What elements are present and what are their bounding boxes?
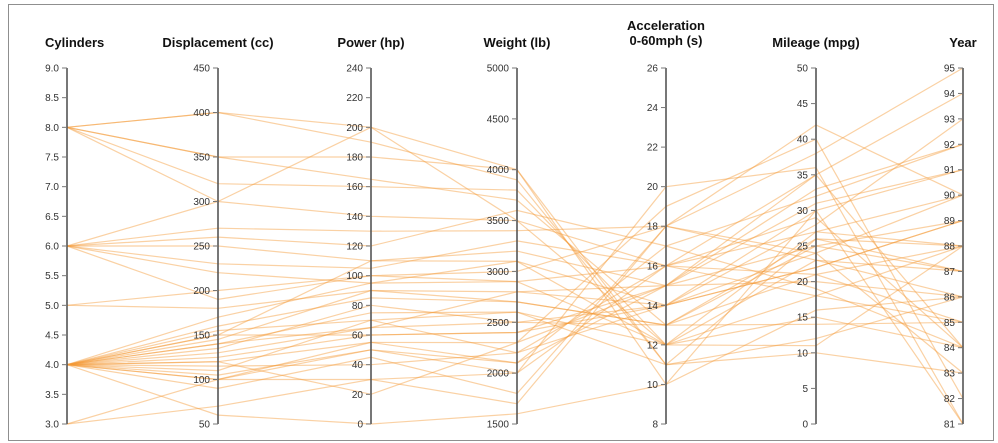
tick-label: 93 — [944, 114, 956, 125]
tick-label: 81 — [944, 420, 956, 431]
axes: 3.0 3.5 4.0 4.5 5.0 5.5 6.0 6.5 7.0 7.5 8.0 8.5 9.0 C… — [45, 18, 977, 431]
tick-label: 0 — [802, 420, 808, 431]
tick-label: 12 — [647, 340, 659, 351]
tick-label: 5.5 — [45, 271, 59, 282]
tick-label: 14 — [647, 301, 659, 312]
tick-label: 22 — [647, 143, 659, 154]
tick-label: 40 — [797, 135, 809, 146]
tick-label: 10 — [647, 380, 659, 391]
tick-label: 84 — [944, 343, 956, 354]
tick-label: 18 — [647, 222, 659, 233]
tick-label: 94 — [944, 89, 956, 100]
tick-label: 200 — [346, 123, 363, 134]
tick-label: 2000 — [487, 369, 510, 380]
tick-label: 0 — [357, 420, 363, 431]
tick-label: 1500 — [487, 420, 510, 431]
tick-label: 95 — [944, 64, 956, 75]
axis-title: Power (hp) — [337, 35, 404, 50]
tick-label: 80 — [352, 301, 364, 312]
tick-label: 40 — [352, 360, 364, 371]
tick-label: 250 — [193, 242, 210, 253]
tick-label: 5000 — [487, 64, 510, 75]
tick-label: 92 — [944, 140, 956, 151]
tick-label: 26 — [647, 64, 659, 75]
axis-hp: 0 20 40 60 80 100 120 140 160 180 200 220 240 Power (… — [337, 35, 404, 431]
tick-label: 20 — [647, 182, 659, 193]
tick-label: 400 — [193, 108, 210, 119]
tick-label: 350 — [193, 153, 210, 164]
tick-label: 5.0 — [45, 301, 59, 312]
tick-label: 89 — [944, 216, 956, 227]
tick-label: 100 — [193, 375, 210, 386]
tick-label: 140 — [346, 212, 363, 223]
tick-label: 160 — [346, 182, 363, 193]
tick-label: 220 — [346, 93, 363, 104]
axis-wt: 1500 2000 2500 3000 3500 4000 4500 5000 Weight (… — [484, 35, 551, 431]
tick-label: 2500 — [487, 318, 510, 329]
tick-label: 450 — [193, 64, 210, 75]
axis-title: Cylinders — [45, 35, 104, 50]
tick-label: 8 — [652, 420, 658, 431]
tick-label: 8.5 — [45, 93, 59, 104]
tick-label: 9.0 — [45, 64, 59, 75]
axis-mpg: 0 5 10 15 20 25 30 35 40 45 50 Mileage (mpg) — [772, 35, 859, 431]
tick-label: 3.5 — [45, 390, 59, 401]
axis-title: Displacement (cc) — [162, 35, 273, 50]
tick-label: 7.0 — [45, 182, 59, 193]
tick-label: 180 — [346, 153, 363, 164]
tick-label: 86 — [944, 292, 956, 303]
data-line — [66, 245, 964, 309]
tick-label: 4000 — [487, 165, 510, 176]
tick-label: 4.0 — [45, 360, 59, 371]
tick-label: 10 — [797, 348, 809, 359]
tick-label: 3.0 — [45, 420, 59, 431]
axis-cyl: 3.0 3.5 4.0 4.5 5.0 5.5 6.0 6.5 7.0 7.5 8.0 8.5 9.0 C… — [45, 35, 104, 431]
tick-label: 16 — [647, 261, 659, 272]
axis-title: Weight (lb) — [484, 35, 551, 50]
tick-label: 82 — [944, 394, 956, 405]
tick-label: 240 — [346, 64, 363, 75]
tick-label: 8.0 — [45, 123, 59, 134]
tick-label: 87 — [944, 267, 956, 278]
tick-label: 120 — [346, 242, 363, 253]
tick-label: 91 — [944, 165, 956, 176]
tick-label: 3500 — [487, 216, 510, 227]
tick-label: 200 — [193, 286, 210, 297]
parallel-coordinates-chart: 3.0 3.5 4.0 4.5 5.0 5.5 6.0 6.5 7.0 7.5 8.0 8.5 9.0 C… — [45, 18, 977, 431]
tick-label: 7.5 — [45, 153, 59, 164]
tick-label: 100 — [346, 271, 363, 282]
tick-label: 50 — [797, 64, 809, 75]
tick-label: 4.5 — [45, 331, 59, 342]
tick-label: 35 — [797, 170, 809, 181]
tick-label: 90 — [944, 191, 956, 202]
axis-title: Mileage (mpg) — [772, 35, 859, 50]
tick-label: 5 — [802, 384, 808, 395]
axis-year: 81 82 83 84 85 86 87 88 89 90 91 92 93 94 95 Year — [944, 35, 977, 431]
data-line — [66, 173, 964, 425]
tick-label: 150 — [193, 331, 210, 342]
tick-label: 3000 — [487, 267, 510, 278]
tick-label: 85 — [944, 318, 956, 329]
tick-label: 6.0 — [45, 242, 59, 253]
tick-label: 45 — [797, 99, 809, 110]
axis-title: 0-60mph (s) — [630, 33, 703, 48]
tick-label: 60 — [352, 331, 364, 342]
tick-label: 25 — [797, 242, 809, 253]
tick-label: 83 — [944, 369, 956, 380]
axis-title: Year — [949, 35, 976, 50]
tick-label: 24 — [647, 103, 659, 114]
tick-label: 15 — [797, 313, 809, 324]
tick-label: 30 — [797, 206, 809, 217]
chart-frame: 3.0 3.5 4.0 4.5 5.0 5.5 6.0 6.5 7.0 7.5 8.0 8.5 9.0 C… — [8, 4, 994, 441]
tick-label: 6.5 — [45, 212, 59, 223]
tick-label: 20 — [797, 277, 809, 288]
tick-label: 4500 — [487, 114, 510, 125]
axis-title: Acceleration — [627, 18, 705, 33]
axis-disp: 50 100 150 200 250 300 350 400 450 Displacement (… — [162, 35, 273, 431]
tick-label: 88 — [944, 242, 956, 253]
tick-label: 20 — [352, 390, 364, 401]
tick-label: 50 — [199, 420, 211, 431]
tick-label: 300 — [193, 197, 210, 208]
